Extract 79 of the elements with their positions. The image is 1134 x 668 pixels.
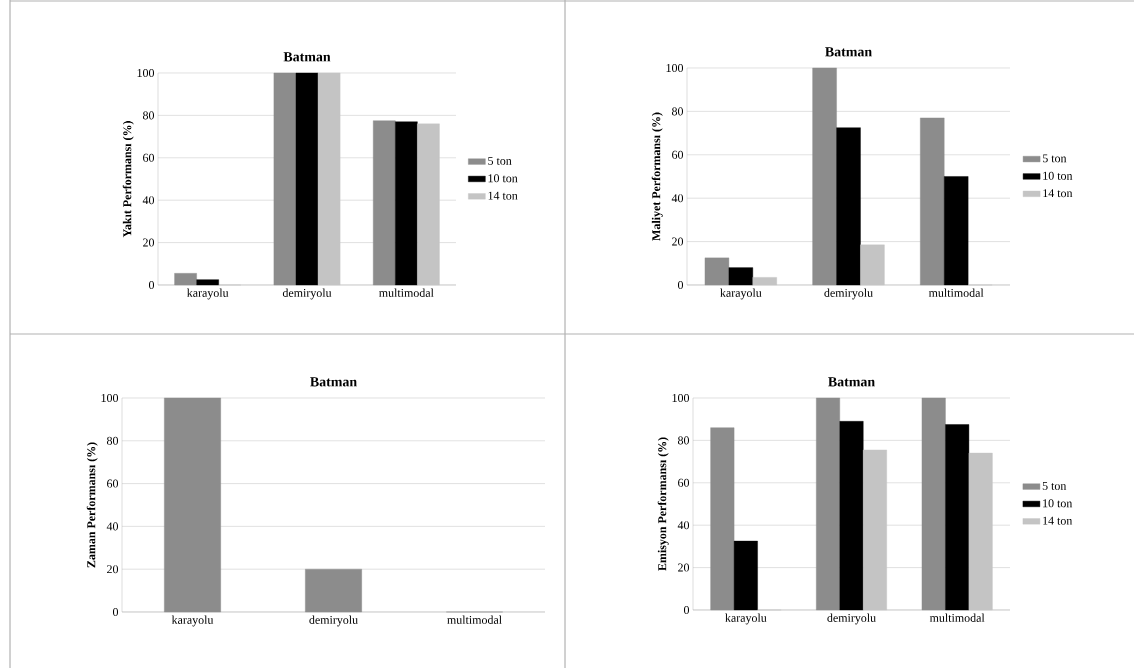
y-tick-label: 20 — [672, 237, 684, 246]
x-tick-label: multimodal — [929, 613, 985, 622]
y-axis-title: Yakıt Performansı (%) — [122, 121, 134, 238]
legend-label: 5 ton — [488, 156, 512, 165]
y-tick-label: 60 — [107, 479, 119, 488]
bar — [968, 452, 993, 611]
y-tick-label: 0 — [683, 605, 690, 615]
bar — [863, 449, 887, 611]
chart-title: Batman — [825, 47, 872, 57]
y-tick-label: 0 — [677, 280, 684, 290]
legend-label: 10 ton — [488, 174, 518, 183]
x-tick-label: multimodal — [928, 288, 984, 297]
bar — [812, 67, 837, 286]
legend-label: 14 ton — [488, 191, 518, 200]
y-tick-label: 100 — [101, 393, 119, 403]
y-axis-title: Maliyet Performansı (%) — [651, 112, 663, 241]
y-tick-label: 20 — [678, 563, 690, 572]
x-tick-label: demiryolu — [824, 288, 873, 300]
x-tick-label: multimodal — [447, 615, 502, 624]
x-tick-label: demiryolu — [827, 613, 876, 625]
bar — [273, 72, 297, 286]
bar — [305, 568, 362, 613]
legend-label: 14 ton — [1043, 516, 1073, 525]
chart-title: Batman — [310, 377, 357, 387]
bar — [836, 127, 861, 286]
y-axis-title: Zaman Performansı (%) — [86, 442, 98, 568]
legend-label: 14 ton — [1043, 189, 1073, 198]
bar — [920, 117, 945, 286]
y-tick-label: 80 — [671, 107, 684, 116]
bar — [704, 257, 730, 286]
x-tick-label: karayolu — [171, 615, 214, 627]
bar — [710, 427, 735, 611]
bar — [733, 540, 758, 611]
y-tick-label: 20 — [143, 238, 155, 247]
y-tick-label: 40 — [677, 521, 690, 530]
x-tick-label: karayolu — [720, 288, 762, 300]
x-tick-label: demiryolu — [309, 615, 358, 627]
y-tick-label: 100 — [666, 63, 684, 73]
bar — [417, 123, 440, 286]
y-tick-label: 0 — [112, 607, 119, 617]
x-tick-label: demiryolu — [282, 288, 332, 300]
y-tick-label: 60 — [678, 478, 690, 487]
bar — [373, 120, 396, 286]
x-tick-label: karayolu — [725, 613, 767, 625]
legend-label: 10 ton — [1043, 499, 1073, 508]
y-tick-label: 40 — [106, 522, 119, 531]
legend-label: 5 ton — [1042, 481, 1067, 490]
chart-title: Batman — [828, 377, 875, 387]
bar — [921, 397, 946, 611]
bar — [752, 277, 777, 286]
legend-label: 5 ton — [1042, 154, 1067, 163]
y-tick-label: 80 — [142, 111, 155, 120]
bar — [839, 421, 864, 611]
bar — [295, 72, 319, 286]
x-tick-label: karayolu — [187, 288, 229, 300]
bar — [816, 397, 840, 611]
y-tick-label: 60 — [672, 150, 684, 159]
y-tick-label: 100 — [137, 68, 155, 78]
bar — [196, 279, 219, 286]
y-tick-label: 100 — [672, 393, 690, 403]
bar — [728, 267, 754, 286]
bar — [174, 273, 197, 286]
y-tick-label: 40 — [671, 194, 684, 203]
chart-title: Batman — [283, 52, 331, 62]
legend-label: 10 ton — [1043, 171, 1073, 180]
y-axis-title: Emisyon Performansı (%) — [657, 437, 669, 571]
bar — [317, 72, 341, 286]
bar — [164, 397, 221, 613]
y-tick-label: 20 — [107, 565, 119, 574]
bar — [395, 121, 418, 286]
bar — [945, 424, 970, 611]
bar — [860, 244, 885, 286]
y-tick-label: 40 — [142, 196, 155, 205]
bar — [944, 176, 969, 286]
y-tick-label: 80 — [106, 436, 119, 445]
y-tick-label: 0 — [148, 280, 155, 290]
x-tick-label: multimodal — [379, 288, 434, 297]
y-tick-label: 80 — [677, 436, 690, 445]
y-tick-label: 60 — [143, 153, 155, 162]
